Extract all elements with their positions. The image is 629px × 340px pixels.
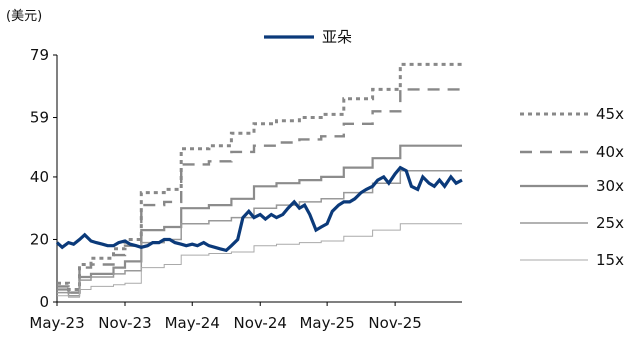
y-tick-label: 40 xyxy=(30,168,49,186)
legend-label-25x: 25x xyxy=(596,214,624,232)
legend-label-30x: 30x xyxy=(596,177,624,195)
y-tick-label: 0 xyxy=(39,293,49,311)
series-line-亚朵 xyxy=(55,165,463,253)
x-tick-label: May-25 xyxy=(299,314,354,332)
legend-label-亚朵: 亚朵 xyxy=(322,28,352,46)
series-line-40x xyxy=(57,88,462,294)
series-line-15x xyxy=(57,223,462,298)
axes: 0 20 40 59 79 May-23 Nov-23 May-24 Nov-24 May-25 N… xyxy=(29,46,462,332)
x-tick-label: Nov-23 xyxy=(98,314,151,332)
y-tick-label: 79 xyxy=(30,46,49,64)
series-line-30x xyxy=(57,144,462,294)
legend-label-15x: 15x xyxy=(596,251,624,269)
x-tick-label: May-23 xyxy=(29,314,84,332)
legend: 亚朵 45x 40x 30x 25x 15x xyxy=(264,28,624,269)
x-tick-label: Nov-24 xyxy=(234,314,287,332)
x-tick-label: May-24 xyxy=(165,314,220,332)
legend-label-45x: 45x xyxy=(596,105,624,123)
unit-label: (美元) xyxy=(6,9,42,24)
series-layer xyxy=(55,62,463,298)
x-tick-label: Nov-25 xyxy=(368,314,421,332)
legend-label-40x: 40x xyxy=(596,143,624,161)
y-tick-label: 59 xyxy=(30,109,49,127)
series-line-25x xyxy=(57,169,462,297)
y-tick-label: 20 xyxy=(30,230,49,248)
